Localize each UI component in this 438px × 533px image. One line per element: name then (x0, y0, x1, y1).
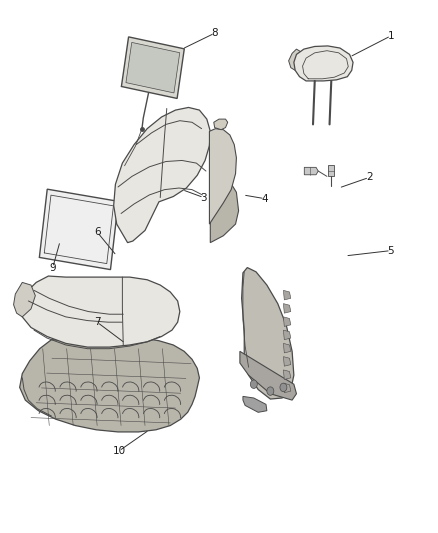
Text: 4: 4 (261, 193, 268, 204)
Text: 9: 9 (49, 263, 56, 272)
Polygon shape (114, 108, 210, 243)
Text: 2: 2 (366, 172, 372, 182)
Polygon shape (294, 46, 353, 81)
Text: 10: 10 (112, 446, 125, 456)
Polygon shape (126, 43, 180, 93)
Polygon shape (283, 330, 291, 340)
Text: 3: 3 (201, 192, 207, 203)
Polygon shape (289, 49, 306, 70)
Polygon shape (21, 276, 180, 347)
Polygon shape (283, 290, 291, 300)
Polygon shape (214, 119, 228, 130)
Text: 7: 7 (94, 317, 100, 327)
Text: 6: 6 (94, 227, 100, 237)
Polygon shape (20, 336, 199, 432)
Polygon shape (240, 351, 297, 400)
Polygon shape (283, 383, 291, 393)
Polygon shape (14, 282, 35, 317)
Text: 8: 8 (212, 28, 218, 38)
Polygon shape (304, 167, 318, 175)
Polygon shape (210, 176, 239, 243)
Circle shape (251, 380, 257, 389)
Circle shape (267, 387, 274, 395)
Polygon shape (328, 165, 334, 176)
Polygon shape (39, 189, 118, 270)
Polygon shape (242, 268, 294, 399)
Polygon shape (243, 397, 267, 413)
Text: 1: 1 (388, 31, 394, 41)
Text: 5: 5 (388, 246, 394, 256)
Polygon shape (283, 343, 291, 353)
Polygon shape (209, 128, 237, 224)
Polygon shape (283, 317, 291, 326)
Polygon shape (283, 304, 291, 313)
Polygon shape (283, 357, 291, 366)
Polygon shape (121, 37, 184, 99)
Polygon shape (283, 370, 291, 379)
Circle shape (280, 383, 287, 392)
